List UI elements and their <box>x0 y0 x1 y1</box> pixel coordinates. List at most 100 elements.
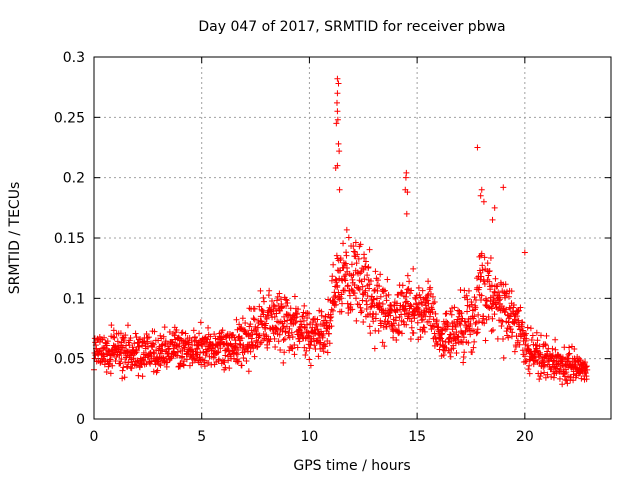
data-point <box>508 288 515 295</box>
data-point <box>460 354 467 361</box>
data-point <box>384 276 391 283</box>
data-point <box>336 186 343 193</box>
data-point <box>343 226 350 233</box>
data-point <box>381 287 388 294</box>
data-point <box>559 381 566 388</box>
data-point <box>171 332 178 339</box>
data-point <box>407 290 414 297</box>
data-point <box>426 313 433 320</box>
data-point <box>221 359 228 366</box>
data-point <box>289 345 296 352</box>
data-point <box>474 326 481 333</box>
data-point <box>537 373 544 380</box>
data-point <box>235 347 242 354</box>
data-point <box>302 324 309 331</box>
data-point <box>334 116 341 123</box>
data-point <box>283 297 290 304</box>
data-point <box>257 287 264 294</box>
data-point <box>183 356 190 363</box>
data-point <box>552 346 559 353</box>
data-point <box>215 356 222 363</box>
data-point <box>313 322 320 329</box>
data-point <box>130 355 137 362</box>
data-point <box>275 338 282 345</box>
data-point <box>118 344 125 351</box>
data-point <box>157 362 164 369</box>
data-point <box>353 295 360 302</box>
data-point <box>544 371 551 378</box>
data-point <box>366 281 373 288</box>
data-point <box>537 351 544 358</box>
data-point <box>226 365 233 372</box>
data-point <box>120 364 127 371</box>
data-point <box>332 165 339 172</box>
data-point <box>542 374 549 381</box>
data-point <box>108 322 115 329</box>
data-point <box>390 334 397 341</box>
data-point <box>447 353 454 360</box>
data-point <box>335 140 342 147</box>
data-point <box>235 358 242 365</box>
data-point <box>117 360 124 367</box>
data-point <box>513 343 520 350</box>
data-point <box>565 358 572 365</box>
data-point <box>335 289 342 296</box>
data-point <box>517 326 524 333</box>
data-point <box>419 316 426 323</box>
data-point <box>582 370 589 377</box>
data-point <box>203 348 210 355</box>
data-point <box>403 289 410 296</box>
data-point <box>416 291 423 298</box>
data-point <box>144 334 151 341</box>
data-point <box>360 319 367 326</box>
data-point <box>359 283 366 290</box>
data-point <box>362 287 369 294</box>
data-point <box>388 307 395 314</box>
data-point <box>402 306 409 313</box>
data-point <box>236 340 243 347</box>
data-point <box>478 250 485 257</box>
data-point <box>366 246 373 253</box>
y-axis-label: SRMTID / TECUs <box>7 182 23 295</box>
data-point <box>356 301 363 308</box>
data-point <box>429 293 436 300</box>
data-point <box>432 310 439 317</box>
data-point <box>487 255 494 262</box>
data-point <box>131 361 138 368</box>
data-point <box>410 265 417 272</box>
data-point <box>319 334 326 341</box>
data-point <box>447 308 454 315</box>
y-tick-label: 0.15 <box>54 231 85 247</box>
data-point <box>380 288 387 295</box>
data-point <box>455 307 462 314</box>
data-point <box>563 369 570 376</box>
data-point <box>383 297 390 304</box>
data-point <box>500 336 507 343</box>
data-point <box>342 260 349 267</box>
data-point <box>291 351 298 358</box>
data-point <box>487 286 494 293</box>
data-point <box>91 355 98 362</box>
data-point <box>485 268 492 275</box>
data-point <box>430 316 437 323</box>
data-point <box>454 316 461 323</box>
data-point <box>478 186 485 193</box>
data-point <box>205 324 212 331</box>
data-point <box>355 255 362 262</box>
data-point <box>236 321 243 328</box>
data-point <box>251 305 258 312</box>
data-point <box>436 346 443 353</box>
data-point <box>507 313 514 320</box>
data-point <box>315 353 322 360</box>
data-point <box>347 301 354 308</box>
data-point <box>408 324 415 331</box>
data-point <box>443 318 450 325</box>
data-point <box>333 99 340 106</box>
data-point <box>367 278 374 285</box>
data-point <box>294 311 301 318</box>
data-point <box>305 332 312 339</box>
data-point <box>135 372 142 379</box>
data-point <box>132 330 139 337</box>
data-point <box>509 329 516 336</box>
data-point <box>406 278 413 285</box>
